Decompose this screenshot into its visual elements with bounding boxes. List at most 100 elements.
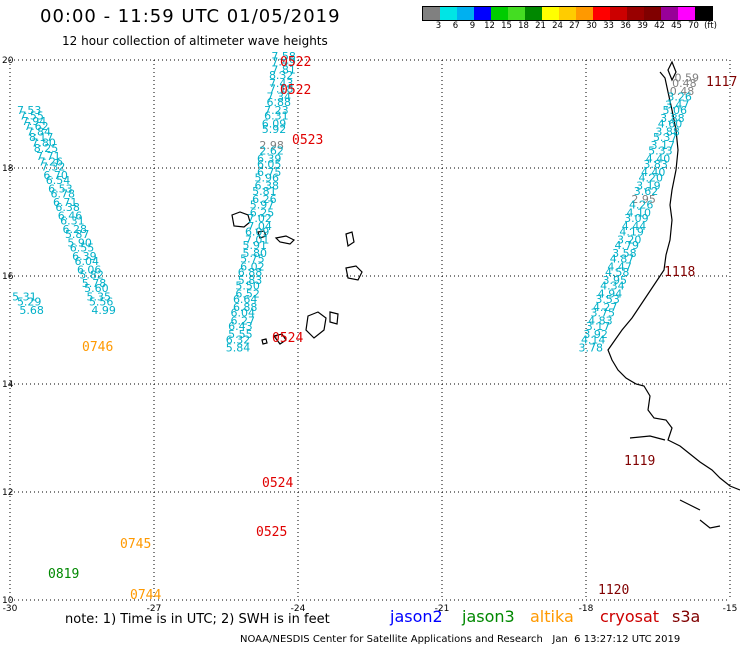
credit-line: NOAA/NESDIS Center for Satellite Applica…: [240, 634, 681, 645]
wave-height-value: 6.39: [257, 153, 282, 166]
wave-height-value: 7.04: [247, 220, 272, 233]
colorbar-swatch: [491, 7, 508, 20]
wave-height-value: 3.95: [603, 274, 628, 287]
wave-height-value: 6.09: [262, 118, 287, 131]
wave-height-value: 5.78: [82, 277, 107, 290]
altimeter-tracks: 7.537.557.947.627.848.177.808.257.717.26…: [12, 50, 699, 355]
pass-time-label: 0523: [292, 133, 323, 148]
wave-height-value: 5.87: [65, 228, 90, 241]
wave-height-value: 3.78: [579, 342, 604, 355]
axis-tick-labels: -30 -27 -24 -21 -18 -15 20 18 16 14 12 10: [2, 56, 737, 614]
wave-height-value: 2.95: [631, 193, 656, 206]
legend-item-jason2: jason2: [390, 607, 443, 626]
wave-height-value: 5.80: [243, 247, 268, 260]
pass-time-label: 0819: [48, 567, 79, 582]
wave-height-value: 6.38: [55, 201, 80, 214]
pass-time-label: 0746: [82, 340, 113, 355]
colorbar-label: 30: [586, 21, 597, 31]
legend-item-s3a: s3a: [672, 607, 701, 626]
wave-height-value: 6.88: [267, 96, 292, 109]
wave-height-value: 5.83: [238, 274, 263, 287]
wave-height-value: 6.88: [238, 266, 263, 279]
colorbar-swatch: [610, 7, 627, 20]
colorbar-swatch: [695, 7, 712, 20]
colorbar-swatch: [423, 7, 440, 20]
wave-height-value: 7.32: [41, 161, 66, 174]
colorbar-label: 6: [452, 21, 459, 31]
pass-time-label: 1119: [624, 454, 655, 469]
wave-height-value: 6.31: [264, 109, 289, 122]
wave-height-value: 7.94: [22, 115, 47, 128]
colorbar-label: 24: [552, 21, 563, 31]
wave-height-value: 0.48: [670, 85, 695, 98]
coastal-inlet: [667, 60, 677, 82]
colorbar-swatch: [474, 7, 491, 20]
wave-height-value: 7.49: [271, 55, 296, 68]
pass-time-label: 1118: [664, 265, 695, 280]
pass-time-label: 0524: [272, 331, 303, 346]
island-santiago: [305, 311, 327, 339]
wave-height-value: 3.53: [595, 293, 620, 306]
island-sal: [345, 231, 355, 248]
wave-height-value: 3.92: [583, 328, 608, 341]
wave-height-value: 6.55: [70, 242, 95, 255]
wave-height-value: 6.09: [245, 226, 270, 239]
wave-height-value: 7.58: [271, 50, 296, 63]
wave-height-value: 7.80: [31, 136, 56, 149]
wave-height-value: 7.43: [269, 77, 294, 90]
colorbar-label: 39: [637, 21, 648, 31]
wave-height-value: 2.98: [259, 139, 284, 152]
wave-height-colorbar: [422, 6, 713, 21]
wave-height-value: 5.91: [243, 239, 268, 252]
wave-height-value: 2.62: [259, 145, 284, 158]
wave-height-value: 4.27: [593, 301, 618, 314]
wave-height-value: 6.27: [231, 315, 256, 328]
wave-height-value: 7.53: [17, 104, 42, 117]
colorbar-swatch: [457, 7, 474, 20]
wave-height-value: 7.62: [24, 120, 49, 133]
wave-height-value: 4.47: [607, 261, 632, 274]
wave-height-value: 7.81: [271, 64, 296, 77]
x-tick-label: -15: [723, 604, 738, 614]
y-tick-label: 14: [2, 380, 14, 390]
pass-time-label: 0525: [256, 525, 287, 540]
wave-height-value: 5.81: [252, 185, 277, 198]
pass-time-label: 0745: [120, 537, 151, 552]
island-santo-antao: [231, 211, 251, 228]
wave-height-value: 8.32: [269, 69, 294, 82]
colorbar-swatch: [559, 7, 576, 20]
wave-height-value: 5.84: [226, 342, 251, 355]
wave-height-value: 6.75: [257, 166, 282, 179]
wave-height-value: 6.04: [75, 255, 100, 268]
legend-item-jason3: jason3: [462, 607, 515, 626]
wave-height-value: 6.53: [48, 182, 73, 195]
wave-height-value: 3.47: [665, 99, 690, 112]
wave-height-value: 3.17: [651, 139, 676, 152]
wave-height-value: 5.55: [228, 328, 253, 341]
wave-height-value: 4.14: [581, 334, 606, 347]
wave-height-value: 5.35: [87, 290, 112, 303]
wave-height-value: 4.40: [646, 153, 671, 166]
wave-height-value: 3.88: [660, 112, 685, 125]
y-tick-label: 18: [2, 164, 14, 174]
colorbar-swatch: [644, 7, 661, 20]
wave-height-value: 4.58: [605, 266, 630, 279]
colorbar-label: 12: [484, 21, 495, 31]
wave-height-value: 6.25: [250, 207, 275, 220]
y-tick-label: 20: [2, 56, 14, 66]
island-sao-vicente: [257, 230, 267, 239]
africa-coastline: [607, 71, 740, 491]
wave-height-value: 3.17: [586, 320, 611, 333]
wave-height-value: 3.09: [624, 212, 649, 225]
wave-height-value: 3.62: [634, 185, 659, 198]
wave-height-value: 6.06: [77, 263, 102, 276]
wave-height-value: 4.34: [600, 280, 625, 293]
wave-height-value: 4.60: [658, 118, 683, 131]
colorbar-label: 3: [435, 21, 442, 31]
wave-height-value: 4.87: [610, 253, 635, 266]
wave-height-value: 6.38: [255, 180, 280, 193]
colorbar-swatch: [542, 7, 559, 20]
wave-height-value: 0.59: [675, 72, 700, 85]
wave-height-value: 4.44: [622, 220, 647, 233]
